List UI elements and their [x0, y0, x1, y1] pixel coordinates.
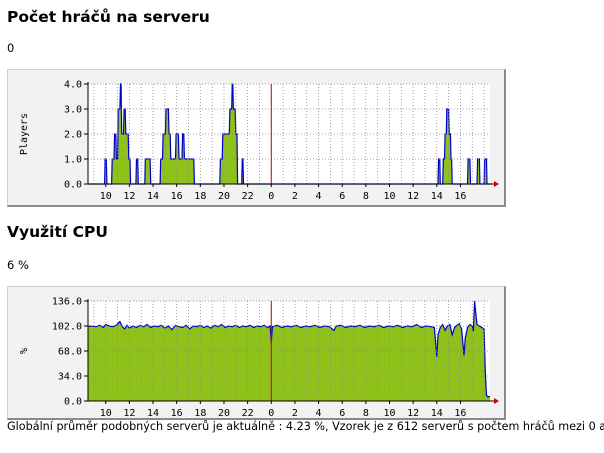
cpu-x-axis-arrow: [494, 398, 499, 404]
cpu-xtick-label: 10: [100, 408, 112, 419]
players-xtick-label: 14: [147, 191, 159, 202]
cpu-series-line: [87, 300, 490, 398]
players-xtick-label: 6: [339, 191, 345, 202]
cpu-title: Využití CPU: [7, 223, 108, 241]
cpu-xtick-label: 16: [171, 408, 183, 419]
players-x-axis-arrow: [494, 181, 499, 187]
players-xtick-label: 8: [363, 191, 369, 202]
players-xtick-label: 10: [383, 191, 395, 202]
cpu-xtick-label: 22: [242, 408, 254, 419]
cpu-ytick-label: 68.0: [58, 347, 82, 358]
cpu-xtick-label: 14: [147, 408, 159, 419]
cpu-chart-svg: 0.0 34.0 68.0 102.0 136.0 10 12 14 16 18 20 22 0 2 4 6 8…: [19, 297, 499, 419]
players-xtick-label: 14: [431, 191, 443, 202]
cpu-xtick-label: 12: [407, 408, 419, 419]
cpu-value: 6 %: [7, 258, 29, 272]
cpu-ylabel: %: [19, 348, 30, 354]
cpu-ytick-label: 0.0: [64, 397, 82, 408]
cpu-xtick-label: 8: [363, 408, 369, 419]
players-xtick-label: 16: [171, 191, 183, 202]
players-xtick-label: 22: [242, 191, 254, 202]
cpu-xtick-label: 0: [268, 408, 274, 419]
cpu-xtick-label: 14: [431, 408, 443, 419]
players-value: 0: [7, 41, 15, 55]
players-ytick-label: 0.0: [64, 180, 82, 191]
players-graph: 0.0 1.0 2.0 3.0 4.0 10 12 14 16 18 20 22 0 2 4 6 8 10 12 14…: [7, 69, 506, 207]
cpu-xtick-label: 16: [454, 408, 466, 419]
cpu-xtick-label: 18: [194, 408, 206, 419]
cpu-ytick-label: 34.0: [58, 372, 82, 383]
cpu-xtick-label: 6: [339, 408, 345, 419]
players-xtick-label: 0: [268, 191, 274, 202]
players-ylabel: Players: [19, 113, 30, 155]
players-ytick-label: 2.0: [64, 130, 82, 141]
cpu-xtick-label: 20: [218, 408, 230, 419]
players-ytick-label: 3.0: [64, 105, 82, 116]
players-xtick-label: 16: [454, 191, 466, 202]
cpu-xtick-label: 2: [292, 408, 298, 419]
footer-note: Globální průměr podobných serverů je akt…: [7, 420, 604, 433]
players-xtick-label: 12: [123, 191, 135, 202]
cpu-ytick-label: 136.0: [52, 297, 82, 308]
players-title: Počet hráčů na serveru: [7, 8, 210, 26]
players-ytick-label: 4.0: [64, 80, 82, 91]
players-ytick-label: 1.0: [64, 155, 82, 166]
cpu-xtick-label: 4: [316, 408, 322, 419]
players-xtick-label: 4: [316, 191, 322, 202]
players-xtick-label: 20: [218, 191, 230, 202]
cpu-ytick-label: 102.0: [52, 322, 82, 333]
players-xtick-label: 18: [194, 191, 206, 202]
players-xtick-label: 2: [292, 191, 298, 202]
cpu-xtick-label: 12: [123, 408, 135, 419]
players-series-line: [88, 83, 490, 185]
players-xtick-label: 12: [407, 191, 419, 202]
cpu-graph: 0.0 34.0 68.0 102.0 136.0 10 12 14 16 18 20 22 0 2 4 6 8…: [7, 286, 506, 420]
players-chart-svg: 0.0 1.0 2.0 3.0 4.0 10 12 14 16 18 20 22 0 2 4 6 8 10 12 14…: [19, 80, 499, 202]
players-xtick-label: 10: [100, 191, 112, 202]
cpu-xtick-label: 10: [383, 408, 395, 419]
